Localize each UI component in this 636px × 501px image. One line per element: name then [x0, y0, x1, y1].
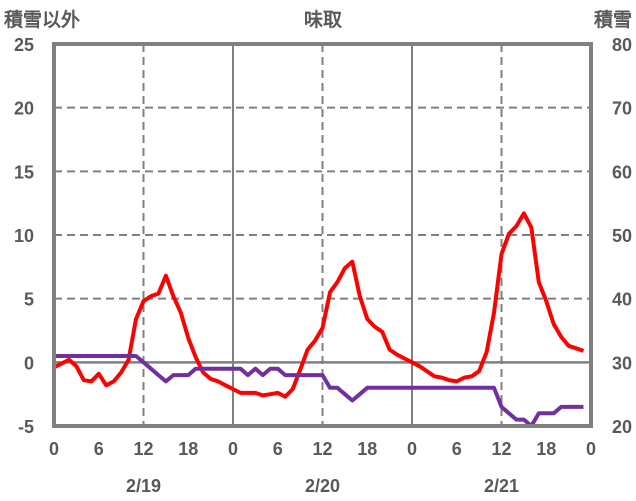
right-tick-label: 80: [612, 35, 632, 55]
x-tick-label: 6: [94, 439, 104, 459]
chart-title: 味取: [304, 9, 342, 31]
x-tick-label: 6: [452, 439, 462, 459]
x-tick-label: 0: [586, 439, 596, 459]
left-axis-label: 積雪以外: [4, 8, 80, 31]
x-tick-label: 18: [536, 439, 556, 459]
right-tick-label: 30: [612, 353, 632, 373]
temperature-series-line: [53, 211, 585, 399]
x-tick-label: 12: [491, 439, 511, 459]
right-tick-label: 50: [612, 226, 632, 246]
left-tick-label: -5: [18, 417, 34, 437]
x-tick-label: 0: [49, 439, 59, 459]
left-tick-label: 5: [24, 290, 34, 310]
left-tick-label: 15: [14, 162, 34, 182]
left-tick-label: 10: [14, 226, 34, 246]
x-tick-label: 18: [178, 439, 198, 459]
x-tick-label: 0: [228, 439, 238, 459]
x-tick-label: 0: [407, 439, 417, 459]
left-tick-label: 20: [14, 99, 34, 119]
date-label: 2/21: [484, 476, 519, 496]
date-label: 2/20: [305, 476, 340, 496]
x-tick-label: 6: [273, 439, 283, 459]
left-tick-label: 0: [24, 353, 34, 373]
snow-depth-series-line: [54, 354, 584, 428]
right-tick-label: 20: [612, 417, 632, 437]
right-tick-label: 60: [612, 162, 632, 182]
x-tick-label: 12: [133, 439, 153, 459]
left-tick-label: 25: [14, 35, 34, 55]
plot-border: [52, 42, 593, 428]
x-tick-label: 12: [312, 439, 332, 459]
right-axis-label: 積雪: [594, 8, 632, 31]
x-tick-label: 18: [357, 439, 377, 459]
right-tick-label: 40: [612, 290, 632, 310]
right-tick-label: 70: [612, 99, 632, 119]
date-label: 2/19: [126, 476, 161, 496]
